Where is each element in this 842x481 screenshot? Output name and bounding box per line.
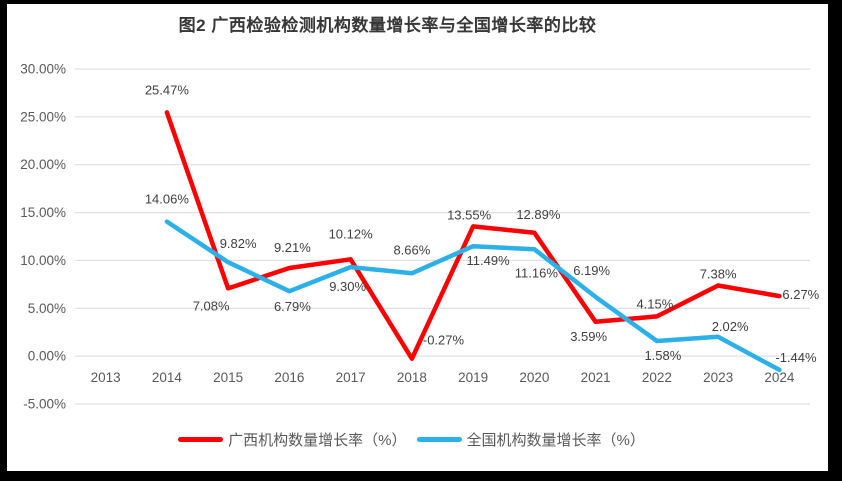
data-label: 11.16% [515, 265, 559, 280]
y-tick-label: -5.00% [23, 397, 66, 412]
legend-label-guangxi: 广西机构数量增长率（%） [228, 432, 407, 449]
data-label: 12.89% [516, 207, 561, 222]
x-tick-label: 2013 [91, 370, 121, 385]
x-tick-label: 2024 [764, 370, 795, 385]
legend-swatch [416, 437, 462, 442]
data-label: 9.21% [274, 240, 311, 255]
series-line-1 [164, 219, 782, 373]
data-label: 1.58% [644, 348, 681, 363]
data-label: 7.08% [193, 298, 230, 313]
y-tick-label: 15.00% [20, 205, 66, 220]
x-tick-label: 2014 [152, 370, 183, 385]
data-label: 14.06% [145, 192, 190, 207]
x-tick-label: 2015 [213, 370, 243, 385]
y-tick-label: 30.00% [20, 62, 66, 77]
x-tick-label: 2017 [336, 370, 366, 385]
y-tick-label: 5.00% [28, 301, 66, 316]
data-label: 9.82% [220, 236, 257, 251]
x-tick-label: 2020 [519, 370, 549, 385]
data-label: 6.19% [573, 263, 610, 278]
data-label: 11.49% [467, 253, 511, 268]
data-label: 13.55% [447, 207, 492, 222]
legend: 广西机构数量增长率（%） 全国机构数量增长率（%） [7, 429, 828, 450]
y-tick-label: 10.00% [20, 253, 66, 268]
data-label: 6.79% [274, 299, 311, 314]
legend-swatch [178, 437, 224, 442]
x-tick-label: 2023 [703, 370, 733, 385]
data-label: 3.59% [570, 329, 607, 344]
data-label: -0.27% [423, 333, 465, 348]
data-label: 8.66% [393, 242, 430, 257]
y-tick-label: 20.00% [20, 157, 66, 172]
line-chart: 30.00% 25.00% 20.00% 15.00% 10.00% 5.00% 0.00%… [20, 62, 819, 412]
legend-item-guangxi: 广西机构数量增长率（%） [178, 429, 407, 450]
data-label: 7.38% [700, 267, 737, 282]
legend-label-national: 全国机构数量增长率（%） [466, 432, 645, 449]
legend-item-national: 全国机构数量增长率（%） [416, 429, 645, 450]
x-tick-label: 2019 [458, 370, 488, 385]
x-tick-label: 2022 [642, 370, 672, 385]
data-label: -1.44% [775, 350, 817, 365]
y-tick-label: 0.00% [28, 349, 66, 364]
chart-area: 图2 广西检验检测机构数量增长率与全国增长率的比较 30.00% 25.00% 20… [7, 4, 828, 471]
x-tick-label: 2018 [397, 370, 427, 385]
data-label: 25.47% [145, 82, 190, 97]
data-label: 9.30% [329, 279, 366, 294]
x-tick-label: 2021 [581, 370, 611, 385]
data-label: 4.15% [636, 296, 673, 311]
data-label: 6.27% [782, 287, 819, 302]
data-label: 10.12% [329, 226, 374, 241]
data-label: 2.02% [712, 319, 749, 334]
x-tick-label: 2016 [274, 370, 304, 385]
chart-title: 图2 广西检验检测机构数量增长率与全国增长率的比较 [178, 16, 597, 35]
y-tick-label: 25.00% [20, 109, 66, 124]
series-line-0 [164, 110, 782, 361]
